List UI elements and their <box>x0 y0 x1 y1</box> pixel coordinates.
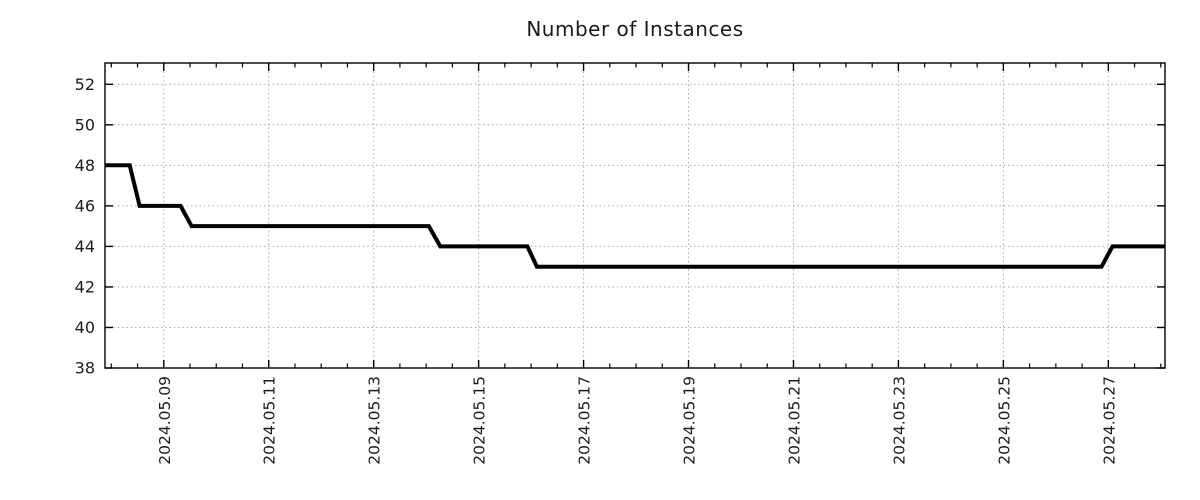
data-line-instances <box>105 163 1165 269</box>
x-tick-label: 2024.05.19 <box>681 376 699 465</box>
x-tick-label: 2024.05.17 <box>576 376 594 465</box>
y-tick-label: 48 <box>75 156 95 175</box>
x-tick-label: 2024.05.13 <box>366 376 384 465</box>
x-tick-label: 2024.05.11 <box>261 376 279 465</box>
y-tick-label: 52 <box>75 75 95 94</box>
plot-frame <box>104 62 1166 369</box>
x-tick-label: 2024.05.09 <box>156 376 174 465</box>
x-tick-label: 2024.05.21 <box>785 376 803 465</box>
y-tick-label: 38 <box>75 359 95 378</box>
y-tick-label: 44 <box>75 237 95 256</box>
x-tick-label: 2024.05.27 <box>1100 376 1118 465</box>
x-tick-label: 2024.05.23 <box>890 376 908 465</box>
y-tick-label: 42 <box>75 277 95 296</box>
y-tick-label: 40 <box>75 318 95 337</box>
y-tick-label: 46 <box>75 196 95 215</box>
x-tick-label: 2024.05.15 <box>471 376 489 465</box>
chart-title: Number of Instances <box>526 17 744 41</box>
y-tick-label: 50 <box>75 115 95 134</box>
x-tick-label: 2024.05.25 <box>995 376 1013 465</box>
